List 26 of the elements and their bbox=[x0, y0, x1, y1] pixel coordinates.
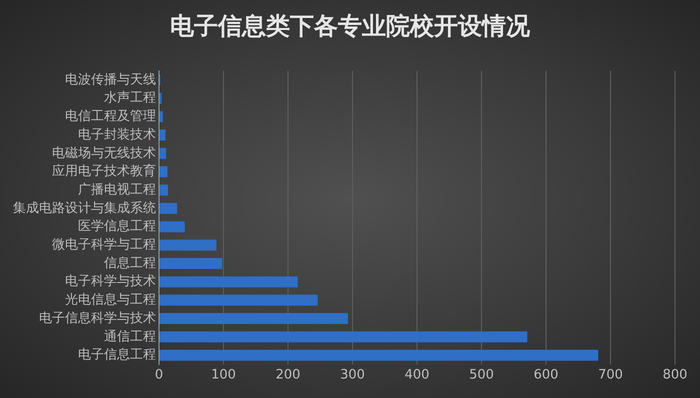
y-tick-label: 电信工程及管理 bbox=[65, 109, 156, 124]
y-tick-label: 电子信息科学与技术 bbox=[39, 310, 156, 326]
y-tick-label: 广播电视工程 bbox=[78, 182, 156, 198]
y-tick-label: 医学信息工程 bbox=[78, 219, 156, 234]
y-tick-label: 应用电子技术教育 bbox=[52, 163, 156, 180]
x-tick-label: 300 bbox=[340, 368, 365, 383]
x-tick-label: 500 bbox=[469, 368, 494, 383]
y-tick-label: 水声工程 bbox=[104, 90, 156, 106]
y-tick-label: 通信工程 bbox=[104, 329, 156, 344]
x-tick-label: 600 bbox=[534, 368, 558, 383]
y-tick-label: 微电子科学与工程 bbox=[52, 238, 156, 252]
x-tick-label: 0 bbox=[154, 368, 164, 383]
x-tick-label: 400 bbox=[404, 368, 430, 383]
x-tick-label: 700 bbox=[598, 368, 623, 383]
y-tick-label: 电磁场与无线技术 bbox=[52, 146, 156, 161]
y-tick-label: 光电信息与工程 bbox=[65, 292, 156, 308]
y-tick-label: 信息工程 bbox=[104, 256, 156, 271]
y-tick-label: 电波传播与天线 bbox=[65, 72, 156, 88]
y-tick-label: 集成电路设计与集成系统 bbox=[13, 200, 156, 216]
chart-title: 电子信息类下各专业院校开设情况 bbox=[169, 11, 531, 42]
x-tick-label: 200 bbox=[276, 368, 300, 383]
x-tick-label: 800 bbox=[662, 368, 688, 383]
y-tick-label: 电子封装技术 bbox=[78, 127, 156, 142]
y-tick-label: 电子信息工程 bbox=[78, 348, 156, 363]
y-tick-label: 电子科学与技术 bbox=[65, 274, 156, 290]
x-tick-label: 100 bbox=[211, 368, 236, 383]
